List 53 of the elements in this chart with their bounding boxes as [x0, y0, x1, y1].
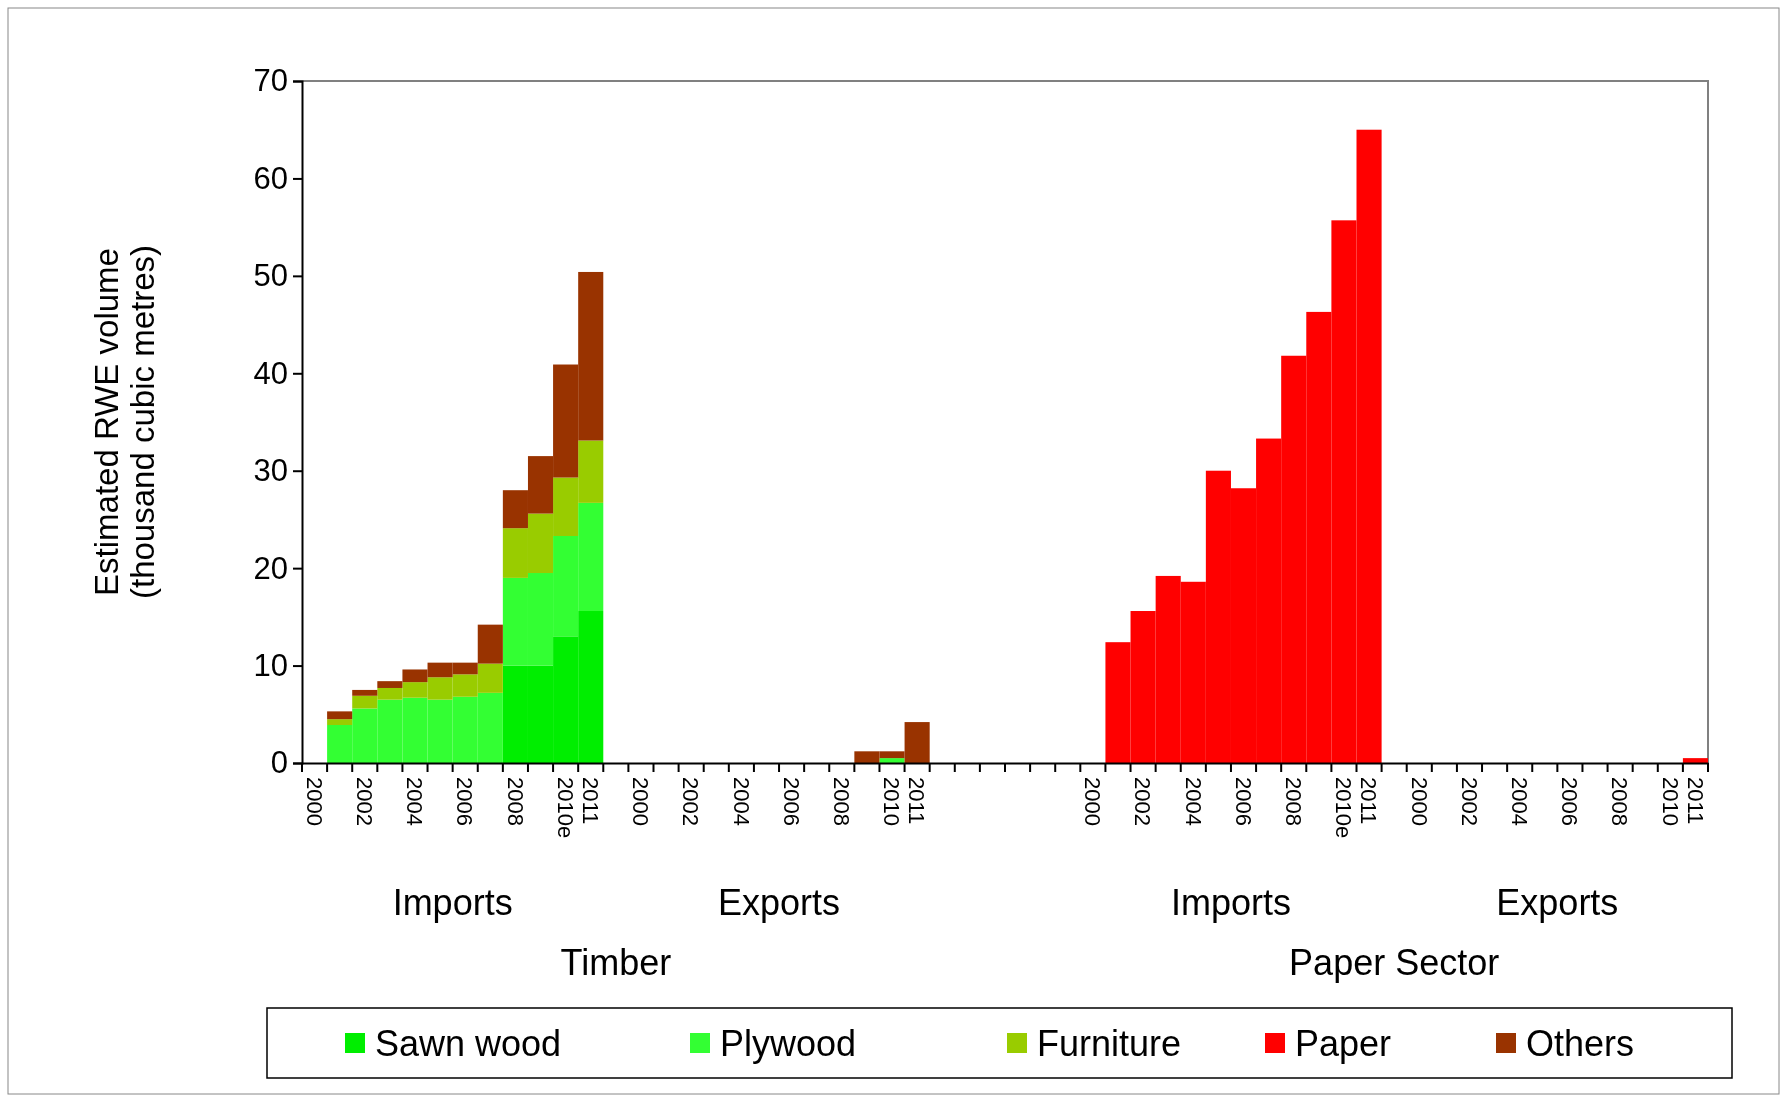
x-tick-label: 2008	[1281, 777, 1307, 826]
x-tick-label: 2000	[301, 777, 327, 826]
x-tick-label: 2006	[1557, 777, 1583, 826]
x-tick-label: 2010e	[552, 777, 578, 839]
x-tick-label: 2006	[452, 777, 478, 826]
x-tick-label: 2010e	[1331, 777, 1357, 839]
x-tick-label: 2008	[502, 777, 528, 826]
y-tick-label: 20	[253, 550, 288, 586]
x-tick-label: 2000	[1406, 777, 1432, 826]
x-tick-label: 2010	[879, 777, 905, 826]
x-tick-label: 2004	[402, 777, 428, 826]
y-tick-label: 0	[270, 745, 288, 781]
x-tick-label: 2008	[1607, 777, 1633, 826]
legend-label: Sawn wood	[375, 1022, 562, 1064]
text: Imports	[1170, 882, 1291, 923]
bar	[327, 719, 353, 725]
x-tick-label: 2011	[578, 777, 604, 825]
x-tick-label: 2004	[1507, 777, 1532, 826]
x-tick-label: 2002	[352, 777, 378, 826]
x-tick-label: 2004	[728, 777, 754, 826]
y-tick-label: 10	[253, 647, 288, 683]
x-tick-label: 2000	[1080, 777, 1106, 826]
x-tick-label: 2010	[1657, 777, 1683, 826]
legend-label: Paper	[1295, 1022, 1392, 1064]
text: Paper Sector	[1289, 942, 1500, 983]
x-tick-label: 2011	[1682, 777, 1708, 825]
y-tick-label: 50	[253, 258, 288, 294]
legend-label: Plywood	[720, 1022, 857, 1064]
text: Exports	[718, 882, 841, 923]
x-tick-label: 2006	[1230, 777, 1256, 826]
x-tick-label: 2002	[678, 777, 704, 826]
x-tick-label: 2008	[829, 777, 855, 826]
legend-label: Others	[1526, 1022, 1635, 1064]
x-tick-label: 2011	[904, 777, 930, 825]
y-tick-label: 70	[253, 63, 288, 99]
y-tick-label: 30	[253, 453, 288, 489]
bar	[879, 758, 905, 763]
bar	[352, 689, 378, 696]
y-tick-label: 40	[253, 355, 288, 391]
x-tick-label: 2000	[628, 777, 654, 826]
bar	[1682, 758, 1708, 763]
bar	[327, 711, 353, 720]
x-tick-label: 2006	[778, 777, 804, 826]
y-axis-title: Estimated RWE volume (thousand cubic metres)	[88, 245, 162, 599]
y-tick-label: 60	[253, 160, 288, 196]
text: Imports	[392, 882, 513, 923]
x-tick-label: 2002	[1456, 777, 1482, 826]
x-tick-label: 2002	[1130, 777, 1156, 826]
legend-label: Furniture	[1037, 1022, 1182, 1064]
text: Exports	[1496, 882, 1619, 923]
x-tick-label: 2004	[1180, 777, 1206, 826]
text: Timber	[560, 942, 672, 983]
x-tick-label: 2011	[1356, 777, 1382, 825]
